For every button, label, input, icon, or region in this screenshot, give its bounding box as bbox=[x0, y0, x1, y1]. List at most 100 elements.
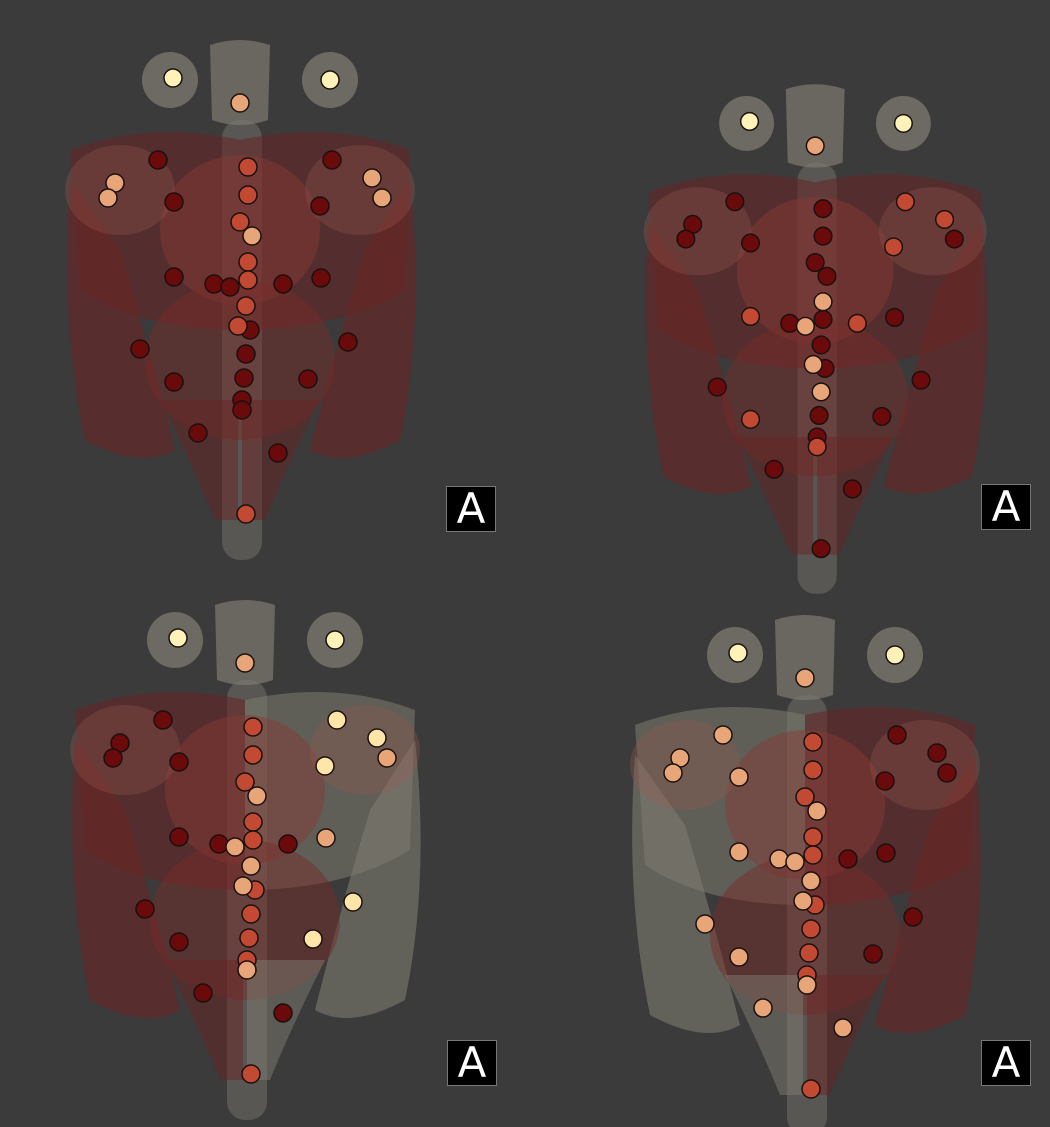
marker-node bbox=[164, 372, 184, 392]
marker-node bbox=[298, 369, 318, 389]
marker-node bbox=[937, 763, 957, 783]
body-panel-bottom-right bbox=[630, 615, 981, 1127]
marker-node bbox=[780, 313, 800, 333]
marker-node bbox=[725, 192, 745, 212]
panel-badge-bottom-left: A bbox=[447, 1040, 497, 1086]
marker-node bbox=[234, 368, 254, 388]
marker-node bbox=[164, 267, 184, 287]
marker-node bbox=[863, 944, 883, 964]
marker-node bbox=[242, 226, 262, 246]
marker-node bbox=[793, 891, 813, 911]
marker-node bbox=[320, 70, 340, 90]
marker-node bbox=[311, 268, 331, 288]
marker-node bbox=[235, 772, 255, 792]
marker-node bbox=[842, 479, 862, 499]
marker-node bbox=[130, 339, 150, 359]
panel-badge-top-right: A bbox=[981, 484, 1031, 530]
marker-node bbox=[239, 928, 259, 948]
marker-node bbox=[315, 756, 335, 776]
marker-node bbox=[785, 852, 805, 872]
marker-node bbox=[303, 929, 323, 949]
marker-node bbox=[168, 628, 188, 648]
marker-node bbox=[367, 728, 387, 748]
marker-node bbox=[838, 849, 858, 869]
marker-node bbox=[325, 630, 345, 650]
marker-node bbox=[676, 229, 696, 249]
marker-node bbox=[803, 760, 823, 780]
marker-node bbox=[811, 539, 831, 559]
marker-node bbox=[241, 904, 261, 924]
marker-node bbox=[98, 188, 118, 208]
marker-node bbox=[169, 932, 189, 952]
marker-node bbox=[795, 787, 815, 807]
marker-node bbox=[236, 504, 256, 524]
marker-node bbox=[135, 899, 155, 919]
node-group-top-right bbox=[676, 111, 964, 559]
marker-node bbox=[764, 459, 784, 479]
marker-node bbox=[885, 307, 905, 327]
marker-node bbox=[163, 68, 183, 88]
marker-node bbox=[241, 856, 261, 876]
body-panel-bottom-left bbox=[70, 600, 421, 1120]
marker-node bbox=[740, 233, 761, 253]
marker-node bbox=[268, 443, 288, 463]
marker-node bbox=[243, 745, 263, 765]
marker-node bbox=[103, 748, 123, 768]
marker-node bbox=[740, 306, 761, 327]
marker-node bbox=[903, 907, 923, 927]
marker-node bbox=[807, 801, 827, 821]
marker-node bbox=[237, 960, 257, 980]
marker-node bbox=[241, 1064, 261, 1084]
marker-node bbox=[803, 732, 823, 752]
marker-node bbox=[795, 316, 815, 336]
marker-node bbox=[338, 332, 358, 352]
marker-node bbox=[803, 827, 823, 847]
marker-node bbox=[316, 828, 336, 848]
marker-node bbox=[911, 370, 931, 390]
marker-node bbox=[169, 752, 189, 772]
marker-node bbox=[811, 335, 831, 355]
marker-node bbox=[811, 382, 831, 402]
marker-node bbox=[847, 313, 867, 333]
marker-node bbox=[243, 830, 263, 850]
marker-node bbox=[243, 717, 263, 737]
marker-node bbox=[663, 763, 683, 783]
marker-node bbox=[209, 834, 229, 854]
marker-node bbox=[243, 812, 263, 832]
marker-node bbox=[817, 266, 837, 286]
marker-node bbox=[795, 668, 815, 688]
panel-badge-top-left: A bbox=[446, 486, 496, 532]
marker-node bbox=[343, 892, 363, 912]
marker-node bbox=[713, 725, 733, 745]
marker-node bbox=[801, 1079, 821, 1099]
marker-node bbox=[327, 710, 347, 730]
marker-node bbox=[273, 1003, 293, 1023]
marker-node bbox=[875, 771, 895, 791]
marker-node bbox=[230, 212, 250, 232]
marker-node bbox=[372, 188, 392, 208]
marker-node bbox=[247, 786, 267, 806]
marker-node bbox=[876, 843, 896, 863]
marker-node bbox=[729, 767, 749, 787]
marker-node bbox=[236, 296, 256, 316]
marker-node bbox=[740, 409, 761, 429]
marker-node bbox=[695, 914, 715, 934]
marker-node bbox=[728, 643, 748, 663]
marker-node bbox=[887, 725, 907, 745]
marker-node bbox=[377, 748, 397, 768]
marker-node bbox=[362, 168, 382, 188]
body-panel-top-left bbox=[65, 40, 416, 560]
marker-node bbox=[803, 845, 823, 865]
marker-node bbox=[164, 192, 184, 212]
marker-node bbox=[729, 842, 749, 862]
marker-node bbox=[895, 192, 915, 212]
marker-node bbox=[753, 998, 773, 1018]
marker-node bbox=[813, 309, 833, 329]
marker-node bbox=[322, 150, 342, 170]
marker-node bbox=[893, 113, 913, 133]
marker-node bbox=[148, 150, 168, 170]
marker-node bbox=[797, 975, 817, 995]
marker-node bbox=[228, 316, 248, 336]
